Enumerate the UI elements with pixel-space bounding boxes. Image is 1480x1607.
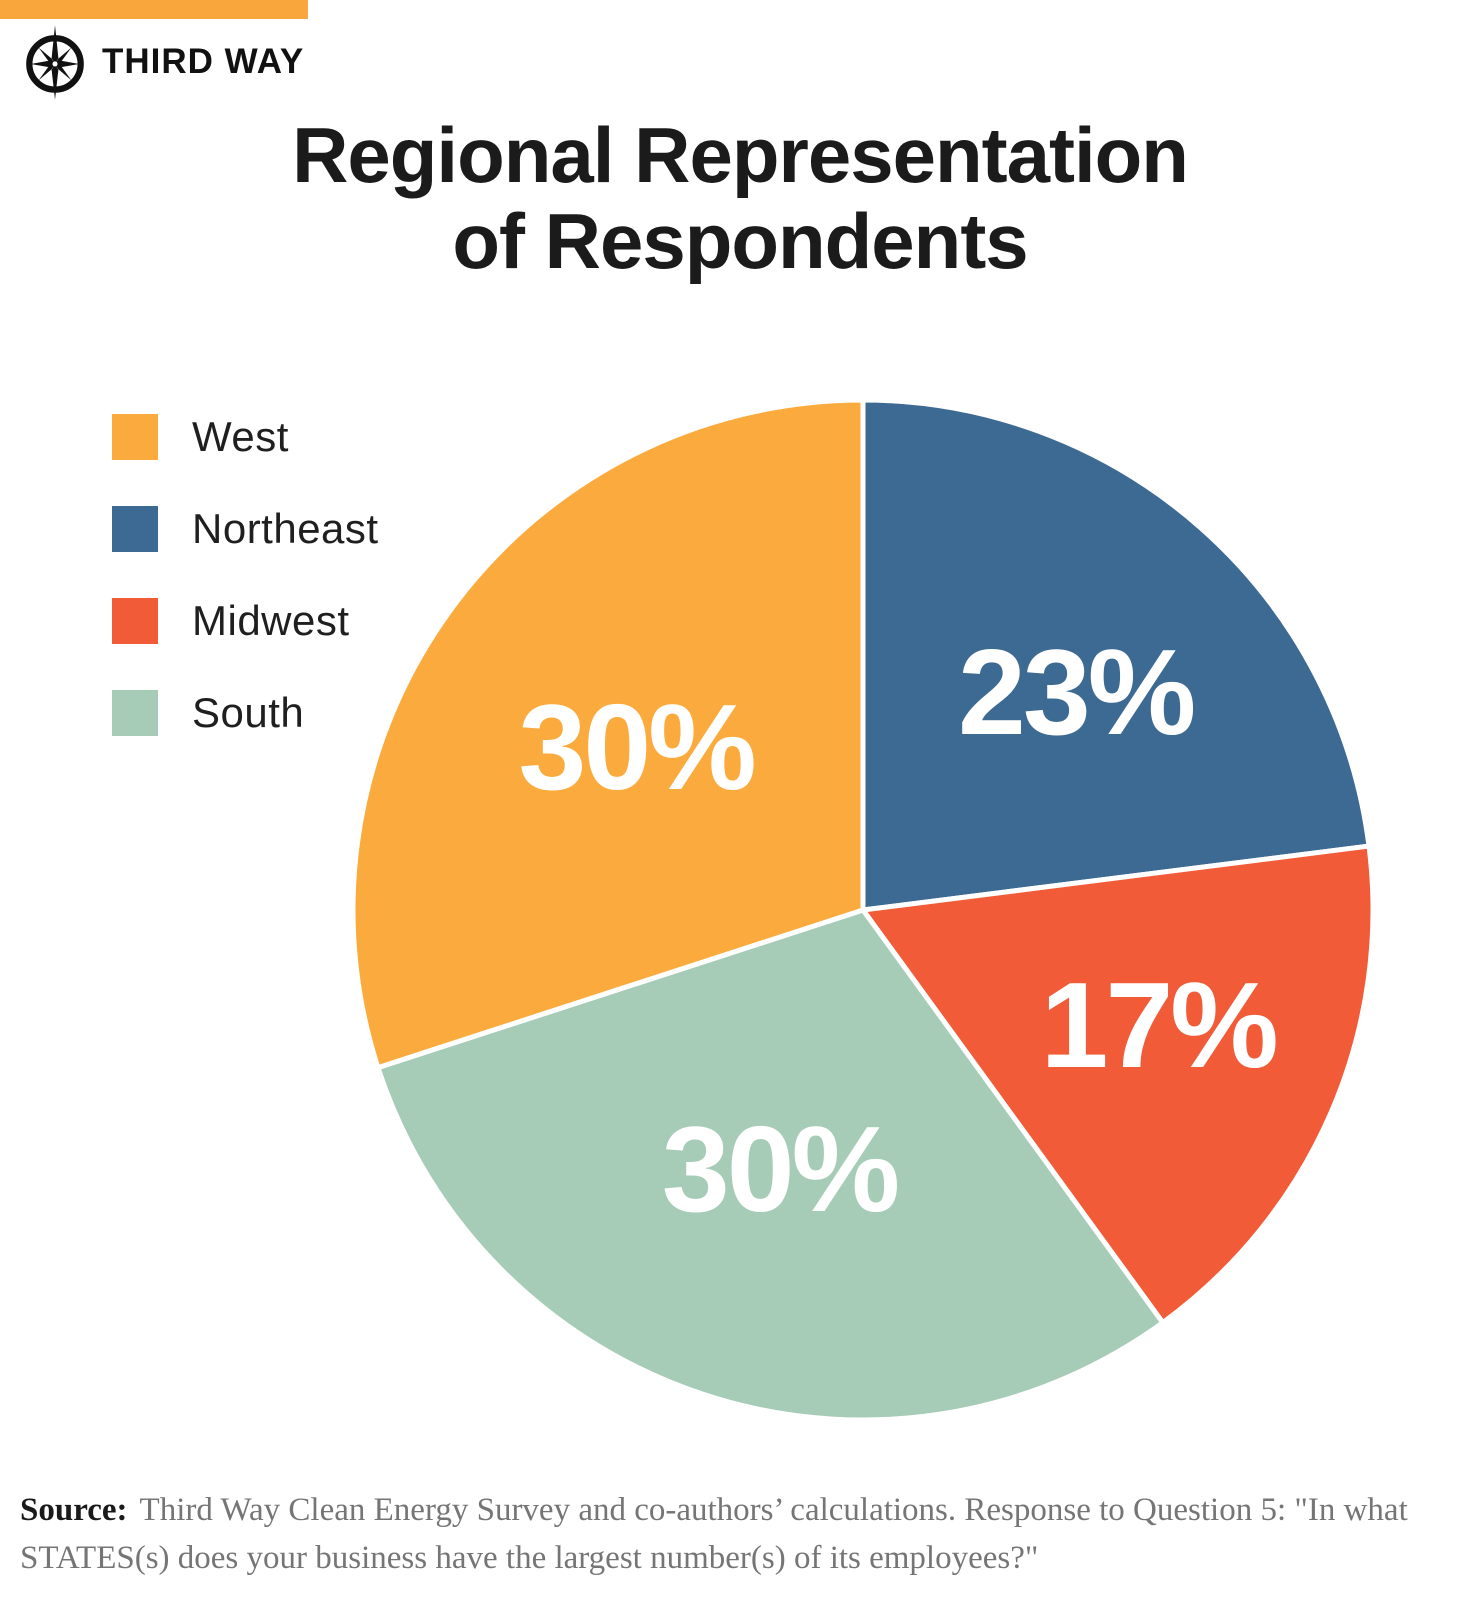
page-title: Regional Representation of Respondents (0, 112, 1480, 284)
pie-slice-west (350, 397, 866, 1071)
legend-label-northeast: Northeast (192, 505, 379, 552)
legend-swatch-west (112, 414, 158, 460)
legend-label-midwest: Midwest (192, 597, 350, 644)
legend-label-west: West (192, 413, 289, 460)
third-way-logo: THIRD WAY (24, 24, 304, 100)
compass-star-icon (26, 25, 84, 100)
pie-slice-northeast (860, 397, 1372, 913)
slice-label-south: 30% (662, 1101, 898, 1237)
pie-chart: 23% 17% 30% 30% (350, 397, 1376, 1423)
legend-item-south: South (112, 689, 304, 737)
pie-slice-midwest (860, 843, 1376, 1326)
source-note: Source: Third Way Clean Energy Survey and… (20, 1487, 1420, 1583)
brand-name: THIRD WAY (102, 42, 305, 81)
slice-label-west: 30% (519, 679, 755, 815)
source-text: Third Way Clean Energy Survey and co-aut… (20, 1492, 1408, 1576)
legend-label-south: South (192, 689, 305, 736)
slice-label-midwest: 17% (1041, 957, 1277, 1093)
slice-label-northeast: 23% (958, 624, 1194, 760)
pie-chart-container: 23% 17% 30% 30% (343, 390, 1383, 1430)
legend-item-northeast: Northeast (112, 505, 379, 553)
legend-swatch-midwest (112, 598, 158, 644)
source-label: Source: (20, 1492, 128, 1528)
legend-item-west: West (112, 413, 289, 461)
page-title-line2: of Respondents (452, 197, 1028, 285)
legend-swatch-northeast (112, 506, 158, 552)
page-title-line1: Regional Representation (292, 111, 1189, 199)
brand-accent-bar (0, 0, 308, 19)
legend-swatch-south (112, 690, 158, 736)
legend-item-midwest: Midwest (112, 597, 350, 645)
pie-slice-south (375, 907, 1166, 1423)
